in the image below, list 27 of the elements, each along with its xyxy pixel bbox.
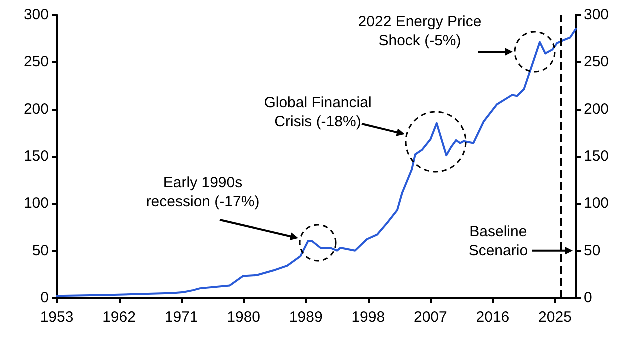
y-tick-label: 0 <box>40 290 49 306</box>
x-tick-label: 1962 <box>102 309 136 326</box>
y2-tick-label: 0 <box>584 290 592 306</box>
x-tick-label: 1998 <box>352 309 386 326</box>
annotation: Early 1990s recession (-17%) <box>146 174 260 210</box>
y2-tick-label: 200 <box>584 100 610 118</box>
y2-tick-label: 150 <box>584 148 610 165</box>
x-tick-label: 1953 <box>40 309 74 326</box>
y-tick-label: 200 <box>24 100 49 118</box>
y2-tick-label: 100 <box>584 195 610 212</box>
annotation: 2022 Energy Price Shock (-5%) <box>358 14 482 50</box>
y-tick-label: 300 <box>24 6 49 24</box>
y-tick-label: 50 <box>32 242 49 260</box>
y2-tick-label: 300 <box>584 6 610 24</box>
x-tick-label: 1980 <box>227 309 261 326</box>
x-tick-label: 2025 <box>538 309 572 326</box>
x-tick-label: 1971 <box>164 309 198 326</box>
y-tick-label: 250 <box>24 54 49 71</box>
y2-tick-label: 250 <box>584 54 610 71</box>
x-tick-label: 2016 <box>476 309 510 326</box>
y-tick-label: 150 <box>24 148 49 165</box>
x-tick-label: 2007 <box>414 309 448 326</box>
x-tick-label: 1989 <box>289 309 323 326</box>
ref-line-label: Baseline Scenario <box>468 223 528 260</box>
y-tick-label: 100 <box>24 195 49 212</box>
annotation: Global Financial Crisis (-18%) <box>264 94 372 130</box>
y2-tick-label: 50 <box>584 242 601 260</box>
